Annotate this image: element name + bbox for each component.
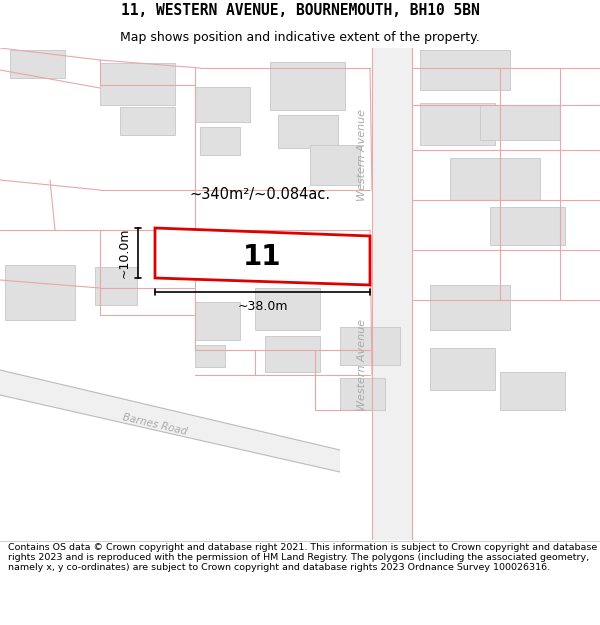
Bar xyxy=(278,115,338,148)
Text: Contains OS data © Crown copyright and database right 2021. This information is : Contains OS data © Crown copyright and d… xyxy=(8,542,597,572)
Polygon shape xyxy=(0,370,340,472)
Bar xyxy=(310,145,360,185)
Text: Barnes Road: Barnes Road xyxy=(122,412,188,437)
Text: Western Avenue: Western Avenue xyxy=(357,319,367,411)
Text: 11: 11 xyxy=(243,243,282,271)
Bar xyxy=(430,285,510,330)
Text: 11, WESTERN AVENUE, BOURNEMOUTH, BH10 5BN: 11, WESTERN AVENUE, BOURNEMOUTH, BH10 5B… xyxy=(121,3,479,18)
Bar xyxy=(270,62,345,110)
Bar xyxy=(340,327,400,365)
Bar xyxy=(200,127,240,155)
Text: ~340m²/~0.084ac.: ~340m²/~0.084ac. xyxy=(190,187,331,202)
Bar xyxy=(205,238,280,268)
Bar xyxy=(255,288,320,330)
Bar xyxy=(195,87,250,122)
Bar xyxy=(420,50,510,90)
Text: Western Avenue: Western Avenue xyxy=(357,109,367,201)
Bar xyxy=(100,63,175,105)
Bar xyxy=(195,345,225,367)
Text: ~38.0m: ~38.0m xyxy=(237,300,288,313)
Bar xyxy=(450,158,540,200)
Bar xyxy=(10,50,65,78)
Bar xyxy=(500,372,565,410)
Polygon shape xyxy=(155,228,370,285)
Bar xyxy=(340,378,385,410)
Bar xyxy=(430,348,495,390)
Bar xyxy=(195,302,240,340)
Bar xyxy=(5,265,75,320)
Text: ~10.0m: ~10.0m xyxy=(118,228,131,278)
Bar xyxy=(490,207,565,245)
Bar xyxy=(420,103,495,145)
Bar xyxy=(480,105,560,140)
Bar xyxy=(95,267,137,305)
Text: Map shows position and indicative extent of the property.: Map shows position and indicative extent… xyxy=(120,31,480,44)
Bar xyxy=(265,336,320,372)
Bar xyxy=(372,48,412,540)
Bar xyxy=(120,107,175,135)
